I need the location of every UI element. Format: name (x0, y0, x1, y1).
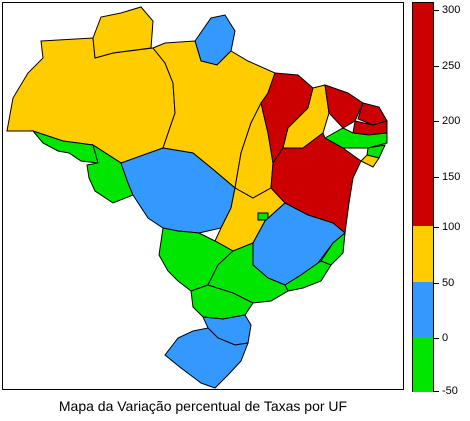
legend-tick (433, 391, 439, 392)
legend-tick-label: 0 (442, 332, 449, 344)
legend-tick-label: 150 (442, 171, 461, 183)
state-se[interactable] (360, 154, 380, 168)
legend-tick (433, 66, 439, 67)
legend-tick (433, 283, 439, 284)
legend-tick (433, 338, 439, 339)
legend-band-yellow (413, 226, 433, 282)
legend-tick-label: 300 (442, 4, 461, 16)
legend-tick (433, 227, 439, 228)
legend-tick-label: -50 (442, 385, 458, 397)
state-rn[interactable] (357, 102, 388, 126)
state-df[interactable] (257, 212, 269, 221)
legend-tick-label: 250 (442, 60, 461, 72)
legend-tick-label: 200 (442, 115, 461, 127)
legend-tick (433, 177, 439, 178)
legend-tick (433, 121, 439, 122)
state-rs[interactable] (164, 327, 249, 389)
state-es[interactable] (320, 231, 346, 266)
legend-tick-label: 50 (442, 277, 455, 289)
state-mt[interactable] (120, 147, 236, 234)
state-pe[interactable] (323, 127, 388, 149)
legend-band-red (413, 3, 433, 226)
brazil-map (6, 6, 388, 389)
legend-band-blue (413, 282, 433, 337)
legend-tick-label: 100 (442, 221, 461, 233)
legend-tick (433, 10, 439, 11)
legend-band-green (413, 337, 433, 392)
map-frame (2, 2, 404, 390)
map-caption: Mapa da Variação percentual de Taxas por… (58, 398, 348, 414)
color-legend (412, 2, 434, 392)
state-rr[interactable] (92, 6, 154, 59)
